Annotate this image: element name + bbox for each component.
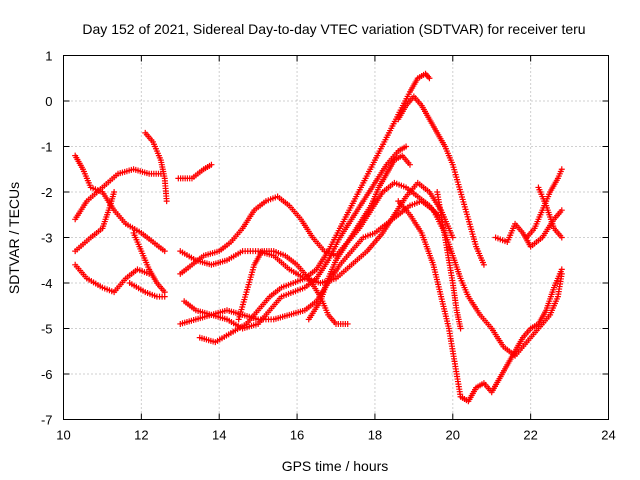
y-axis-label: SDTVAR / TECUs <box>6 182 22 294</box>
series-track-13 <box>196 70 433 346</box>
x-axis-label: GPS time / hours <box>282 458 389 474</box>
series-track-8 <box>175 161 215 182</box>
x-tick-label: 14 <box>212 428 226 443</box>
y-tick-label: -3 <box>41 231 53 246</box>
data-point <box>111 189 118 195</box>
data-point <box>403 143 410 150</box>
y-tick-label: -5 <box>41 322 53 337</box>
series-track-3 <box>72 189 118 255</box>
y-tick-label: -1 <box>41 140 53 155</box>
data-point <box>344 320 351 327</box>
data-point <box>558 266 565 273</box>
y-tick-label: 0 <box>45 94 52 109</box>
series-track-16 <box>395 93 487 268</box>
data-point <box>558 166 565 173</box>
series-track-5 <box>130 229 168 296</box>
data-point <box>449 234 456 241</box>
data-point <box>406 161 413 168</box>
y-tick-label: -2 <box>41 185 53 200</box>
data-point <box>163 198 170 205</box>
x-tick-label: 12 <box>134 428 148 443</box>
series-track-17 <box>395 198 565 405</box>
series-track-14 <box>235 248 351 327</box>
series-track-21 <box>523 166 565 241</box>
x-tick-label: 24 <box>601 428 615 443</box>
y-tick-label: -4 <box>41 276 53 291</box>
series-track-18 <box>434 189 464 332</box>
data-point <box>480 261 487 268</box>
series-track-6 <box>126 280 168 300</box>
plot-frame <box>63 55 609 420</box>
x-tick-label: 20 <box>446 428 460 443</box>
y-tick-label: 1 <box>45 49 52 64</box>
data-point <box>457 325 464 332</box>
data-points <box>72 70 565 405</box>
y-tick-label: -7 <box>41 413 53 428</box>
data-point <box>558 234 565 241</box>
y-tick-label: -6 <box>41 367 53 382</box>
data-point <box>426 75 433 82</box>
series-track-4 <box>72 261 153 296</box>
chart-title: Day 152 of 2021, Sidereal Day-to-day VTE… <box>82 21 585 37</box>
x-tick-label: 10 <box>56 428 70 443</box>
x-tick-label: 18 <box>368 428 382 443</box>
series-track-11 <box>177 198 565 359</box>
series-track-2 <box>72 152 168 255</box>
series-track-15 <box>305 152 413 323</box>
x-tick-label: 16 <box>290 428 304 443</box>
data-point <box>161 293 168 300</box>
series-track-7 <box>142 129 170 205</box>
data-point <box>161 248 168 255</box>
x-tick-label: 22 <box>523 428 537 443</box>
data-point <box>208 161 215 168</box>
data-point <box>558 207 565 214</box>
